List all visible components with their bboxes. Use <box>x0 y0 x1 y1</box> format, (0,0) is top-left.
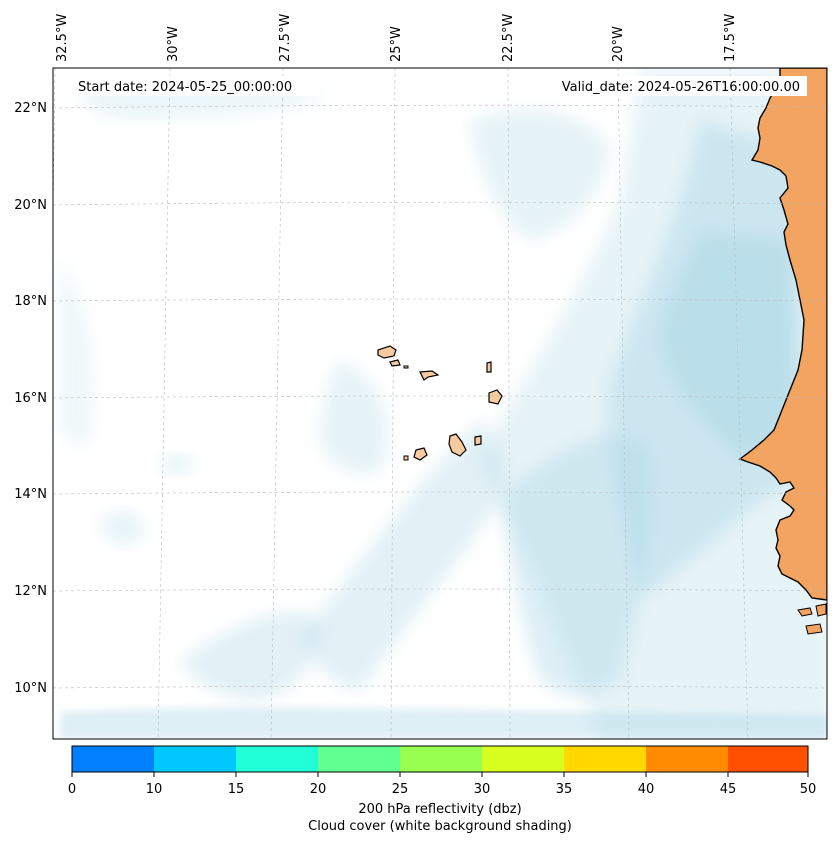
colorbar-tick-25: 25 <box>392 782 409 797</box>
colorbar-tick-10: 10 <box>146 782 163 797</box>
lat-label-22n: 22°N <box>14 101 47 116</box>
lon-label-30w: 30°W <box>166 26 181 62</box>
lon-label-22-5w: 22.5°W <box>501 14 516 62</box>
lat-label-20n: 20°N <box>14 198 47 213</box>
island-maio <box>474 435 482 446</box>
lon-label-27-5w: 27.5°W <box>278 14 293 62</box>
island-santa-luzia <box>403 365 409 369</box>
lon-label-25w: 25°W <box>389 26 404 62</box>
colorbar: 0 10 15 20 25 30 35 40 45 50 200 hPa ref… <box>68 745 817 834</box>
colorbar-segment-8 <box>728 746 808 772</box>
map-frame <box>52 67 828 740</box>
colorbar-frame <box>71 745 809 773</box>
colorbar-segment-3 <box>318 746 400 772</box>
island-sao-vicente <box>389 359 401 367</box>
colorbar-tick-50: 50 <box>800 782 817 797</box>
colorbar-tick-15: 15 <box>228 782 245 797</box>
africa-landmass <box>738 68 827 601</box>
colorbar-segment-6 <box>564 746 646 772</box>
lat-label-10n: 10°N <box>14 681 47 696</box>
colorbar-label-cloud-cover: Cloud cover (white background shading) <box>308 819 572 834</box>
valid-date-label: Valid_date: 2024-05-26T16:00:00.00 <box>562 80 800 95</box>
lat-label-16n: 16°N <box>14 391 47 406</box>
colorbar-tick-30: 30 <box>474 782 491 797</box>
colorbar-tick-40: 40 <box>638 782 655 797</box>
coastal-islet <box>805 623 823 635</box>
gridlines <box>53 68 827 739</box>
colorbar-tick-45: 45 <box>720 782 737 797</box>
lat-label-12n: 12°N <box>14 584 47 599</box>
colorbar-segment-0 <box>72 746 154 772</box>
lon-label-17-5w: 17.5°W <box>723 14 738 62</box>
colorbar-tick-20: 20 <box>310 782 327 797</box>
colorbar-label-reflectivity: 200 hPa reflectivity (dbz) <box>358 802 521 817</box>
colorbar-segment-1 <box>154 746 236 772</box>
island-brava <box>403 455 409 461</box>
lon-label-32-5w: 32.5°W <box>55 14 70 62</box>
valid-date-box <box>535 76 807 96</box>
colorbar-tick-0: 0 <box>68 782 76 797</box>
lat-label-14n: 14°N <box>14 487 47 502</box>
island-santo-antao <box>377 345 397 359</box>
lon-label-20w: 20°W <box>611 26 626 62</box>
start-date-label: Start date: 2024-05-25_00:00:00 <box>78 80 292 95</box>
cloud-cover-shading <box>60 70 827 739</box>
colorbar-segment-4 <box>400 746 482 772</box>
coastal-islet <box>797 607 813 617</box>
island-fogo <box>413 447 428 461</box>
start-date-box <box>70 76 320 96</box>
lat-label-18n: 18°N <box>14 294 47 309</box>
coastal-islet <box>815 603 827 617</box>
colorbar-segment-2 <box>236 746 318 772</box>
island-boa-vista <box>488 389 503 405</box>
island-sal <box>486 361 492 373</box>
colorbar-segment-7 <box>646 746 728 772</box>
island-santiago <box>448 433 467 457</box>
island-sao-nicolau <box>419 370 440 381</box>
colorbar-segment-5 <box>482 746 564 772</box>
colorbar-tick-35: 35 <box>556 782 573 797</box>
